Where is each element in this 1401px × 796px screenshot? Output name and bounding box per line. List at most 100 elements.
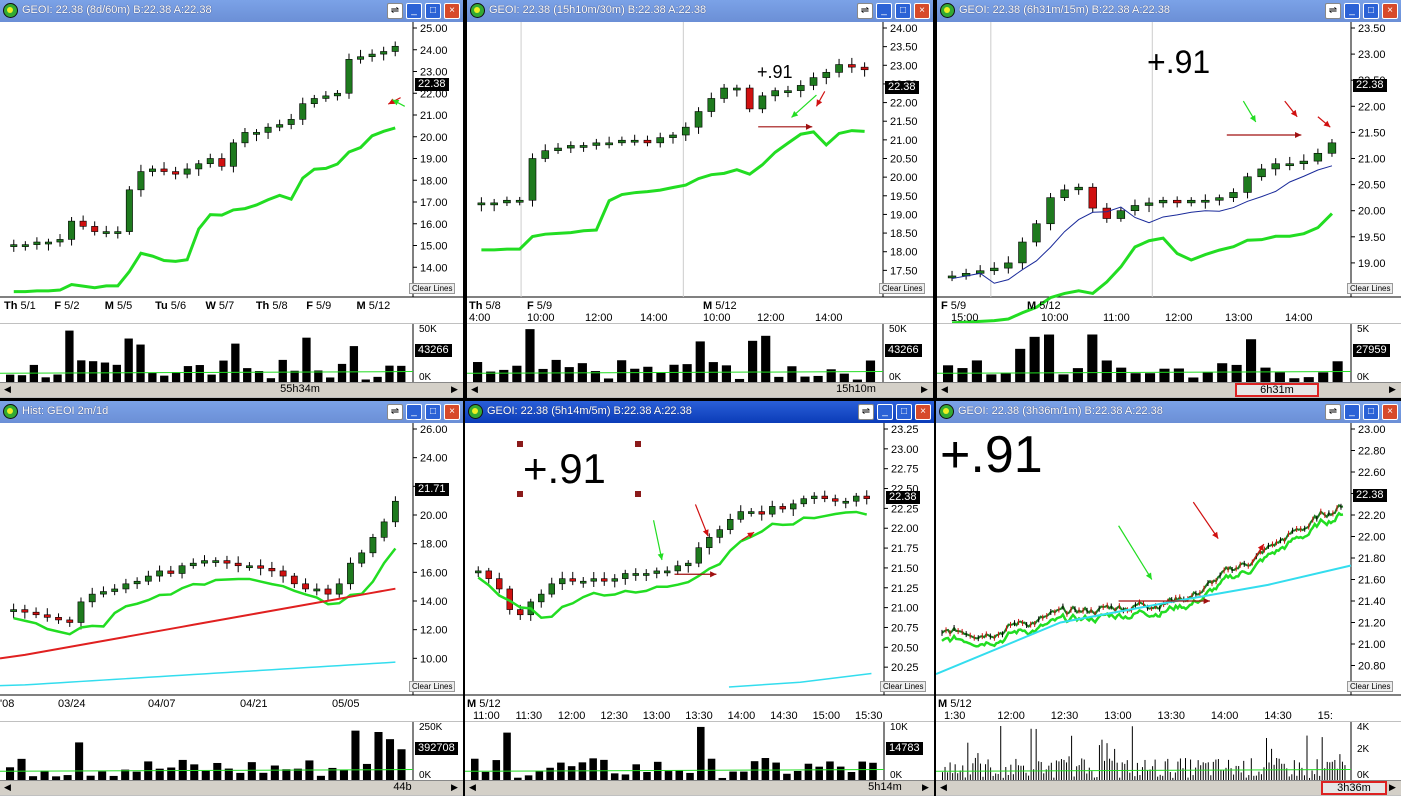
volume-pane[interactable]: 10K 0K 14783	[465, 722, 934, 780]
chart-window-4[interactable]: Hist: GEOI 2m/1d⇌_□×26.0024.0022.0020.00…	[0, 401, 463, 796]
title-bar[interactable]: GEOI: 22.38 (15h10m/30m) B:22.38 A:22.38…	[467, 0, 933, 22]
annotation-arrow[interactable]	[1118, 525, 1153, 580]
link-icon[interactable]: ⇌	[387, 404, 403, 420]
close-button[interactable]: ×	[1382, 3, 1398, 19]
volume-pane[interactable]: 4K 2K 0K	[936, 722, 1401, 780]
maximize-button[interactable]: □	[425, 3, 441, 19]
chart-window-2[interactable]: GEOI: 22.38 (15h10m/30m) B:22.38 A:22.38…	[467, 0, 933, 398]
clear-lines-button[interactable]: Clear Lines	[1347, 681, 1394, 692]
scroll-right-arrow[interactable]: ▶	[921, 384, 928, 394]
time-scrollbar[interactable]: ◀ ▶ 6h31m	[937, 382, 1401, 397]
profit-annotation[interactable]: +.91	[523, 445, 606, 492]
scroll-left-arrow[interactable]: ◀	[941, 384, 948, 394]
clear-lines-button[interactable]: Clear Lines	[879, 283, 926, 294]
price-chart[interactable]: 23.25 23.00 22.75 22.50 22.25 22.00 21.75 21.50…	[465, 423, 934, 721]
price-chart-canvas[interactable]: 23.2523.0022.7522.5022.2522.0021.7521.50…	[465, 423, 934, 721]
close-button[interactable]: ×	[915, 404, 931, 420]
minimize-button[interactable]: _	[406, 3, 422, 19]
price-chart-canvas[interactable]: 23.5023.0022.5022.0021.5021.0020.5020.00…	[937, 22, 1401, 323]
candle	[313, 588, 321, 592]
close-button[interactable]: ×	[914, 3, 930, 19]
maximize-button[interactable]: □	[895, 3, 911, 19]
profit-annotation[interactable]: +.91	[1147, 44, 1211, 80]
maximize-button[interactable]: □	[425, 404, 441, 420]
minimize-button[interactable]: _	[876, 3, 892, 19]
scroll-right-arrow[interactable]: ▶	[1389, 384, 1396, 394]
candle	[299, 103, 307, 120]
maximize-button[interactable]: □	[1363, 3, 1379, 19]
price-chart[interactable]: 24.0023.5023.0022.5022.0021.5021.0020.50…	[467, 22, 933, 323]
chart-window-5[interactable]: GEOI: 22.38 (5h14m/5m) B:22.38 A:22.38 ⇌ _…	[465, 401, 934, 796]
chart-window-1[interactable]: GEOI: 22.38 (8d/60m) B:22.38 A:22.38 ⇌ _ □ ×…	[0, 0, 463, 398]
selection-handle[interactable]	[517, 441, 523, 447]
volume-pane[interactable]: 50K25K0K43266	[467, 324, 933, 382]
minimize-button[interactable]: _	[1344, 404, 1360, 420]
scroll-right-arrow[interactable]: ▶	[922, 782, 929, 792]
title-bar[interactable]: GEOI: 22.38 (6h31m/15m) B:22.38 A:22.38 ⇌…	[937, 0, 1401, 22]
maximize-button[interactable]: □	[1363, 404, 1379, 420]
title-bar[interactable]: GEOI: 22.38 (3h36m/1m) B:22.38 A:22.38 ⇌ _…	[936, 401, 1401, 423]
time-scrollbar[interactable]: ◀ ▶ 5h14m	[465, 780, 934, 795]
selection-handle[interactable]	[635, 441, 641, 447]
scroll-left-arrow[interactable]: ◀	[4, 782, 11, 792]
timespan-label[interactable]: 6h31m	[1235, 383, 1319, 397]
volume-pane[interactable]: 50K 0K 43266	[0, 324, 463, 382]
timespan-label[interactable]: 15h10m	[836, 383, 876, 395]
price-chart[interactable]: 25.00 24.00 23.00 22.00 21.00 20.00 19.00 18.00…	[0, 22, 463, 323]
scroll-left-arrow[interactable]: ◀	[4, 384, 11, 394]
clear-lines-button[interactable]: Clear Lines	[880, 681, 927, 692]
selection-handle[interactable]	[517, 491, 523, 497]
link-icon[interactable]: ⇌	[1325, 404, 1341, 420]
clear-lines-button[interactable]: Clear Lines	[409, 681, 456, 692]
annotation-arrow[interactable]	[652, 520, 663, 561]
price-chart-canvas[interactable]: 24.0023.5023.0022.5022.0021.5021.0020.50…	[467, 22, 933, 323]
close-button[interactable]: ×	[444, 3, 460, 19]
price-chart-canvas[interactable]: 23.0022.8022.6022.4022.2022.0021.8021.60…	[936, 423, 1401, 721]
scroll-right-arrow[interactable]: ▶	[1389, 782, 1396, 792]
timespan-label[interactable]: 3h36m	[1321, 781, 1387, 795]
moving-average-line	[477, 510, 868, 620]
maximize-button[interactable]: □	[896, 404, 912, 420]
timespan-label[interactable]: 44b	[393, 781, 412, 793]
scroll-right-arrow[interactable]: ▶	[451, 384, 458, 394]
close-button[interactable]: ×	[444, 404, 460, 420]
link-icon[interactable]: ⇌	[857, 3, 873, 19]
minimize-button[interactable]: _	[1344, 3, 1360, 19]
price-chart[interactable]: 23.5023.0022.5022.0021.5021.0020.5020.00…	[937, 22, 1401, 323]
price-chart-canvas[interactable]: 26.0024.0022.0020.0018.0016.0014.0012.00…	[0, 423, 463, 721]
link-icon[interactable]: ⇌	[387, 3, 403, 19]
chart-window-6[interactable]: GEOI: 22.38 (3h36m/1m) B:22.38 A:22.38 ⇌ _…	[936, 401, 1401, 796]
profit-annotation[interactable]: +.91	[757, 62, 793, 82]
time-scrollbar[interactable]: ◀ ▶ 55h34m	[0, 382, 463, 397]
price-chart[interactable]: 23.0022.8022.6022.4022.2022.0021.8021.60…	[936, 423, 1401, 721]
price-chart-canvas[interactable]: 25.00 24.00 23.00 22.00 21.00 20.00 19.00 18.00…	[0, 22, 463, 323]
moving-average-line	[0, 661, 396, 687]
chart-window-3[interactable]: GEOI: 22.38 (6h31m/15m) B:22.38 A:22.38 ⇌…	[937, 0, 1401, 398]
clear-lines-button[interactable]: Clear Lines	[1347, 283, 1394, 294]
time-scrollbar[interactable]: ◀ ▶ 15h10m	[467, 382, 933, 397]
x-time-label: '08	[0, 698, 14, 710]
title-bar[interactable]: Hist: GEOI 2m/1d ⇌ _ □ ×	[0, 401, 463, 423]
scroll-left-arrow[interactable]: ◀	[471, 384, 478, 394]
timespan-label[interactable]: 5h14m	[868, 781, 902, 793]
clear-lines-button[interactable]: Clear Lines	[409, 283, 456, 294]
minimize-button[interactable]: _	[877, 404, 893, 420]
title-bar[interactable]: GEOI: 22.38 (5h14m/5m) B:22.38 A:22.38 ⇌ _…	[465, 401, 934, 423]
volume-pane[interactable]: 5K 0K 27959	[937, 324, 1401, 382]
time-scrollbar[interactable]: ◀ ▶ 44b	[0, 780, 463, 795]
price-chart[interactable]: 26.0024.0022.0020.0018.0016.0014.0012.00…	[0, 423, 463, 721]
annotation-arrow[interactable]	[1192, 501, 1219, 539]
scroll-right-arrow[interactable]: ▶	[451, 782, 458, 792]
close-button[interactable]: ×	[1382, 404, 1398, 420]
link-icon[interactable]: ⇌	[1325, 3, 1341, 19]
minimize-button[interactable]: _	[406, 404, 422, 420]
profit-annotation[interactable]: +.91	[940, 426, 1043, 484]
title-bar[interactable]: GEOI: 22.38 (8d/60m) B:22.38 A:22.38 ⇌ _ □ ×	[0, 0, 463, 22]
timespan-label[interactable]: 55h34m	[280, 383, 320, 395]
volume-pane[interactable]: 250K 0K 392708	[0, 722, 463, 780]
selection-handle[interactable]	[635, 491, 641, 497]
scroll-left-arrow[interactable]: ◀	[469, 782, 476, 792]
time-scrollbar[interactable]: ◀ ▶ 3h36m	[936, 780, 1401, 795]
scroll-left-arrow[interactable]: ◀	[940, 782, 947, 792]
link-icon[interactable]: ⇌	[858, 404, 874, 420]
